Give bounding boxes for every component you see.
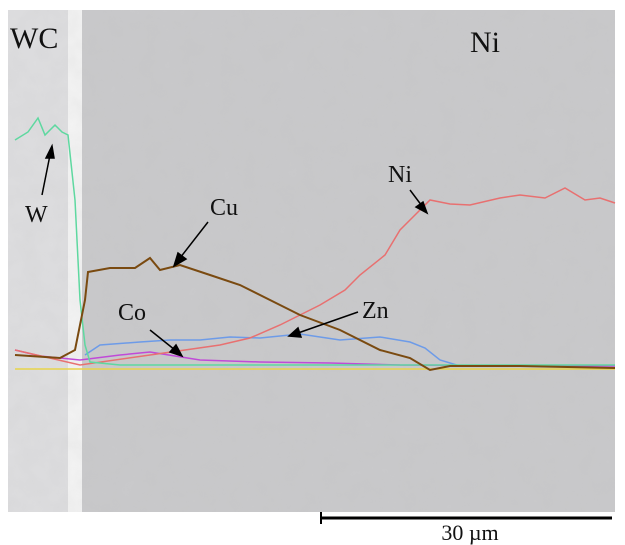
- texture: [8, 10, 615, 512]
- profile-label: Ni: [388, 162, 412, 188]
- scale-label: 30 µm: [441, 520, 498, 545]
- profile-label: Zn: [362, 298, 389, 324]
- profile-label: Co: [118, 300, 146, 326]
- ni-profile: [14, 187, 616, 366]
- region-label: WC: [10, 22, 58, 55]
- arrows: [41, 143, 429, 358]
- region-label: Ni: [470, 26, 500, 59]
- profile-label: Cu: [210, 195, 238, 221]
- cu-profile: [14, 256, 616, 372]
- w-profile: [14, 116, 615, 366]
- zn-profile: [84, 333, 461, 367]
- profile-label: W: [25, 202, 48, 228]
